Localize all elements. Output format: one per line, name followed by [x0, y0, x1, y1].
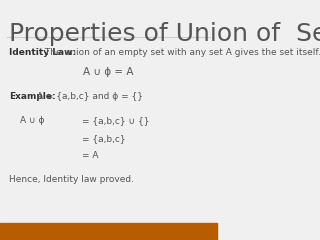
Text: The union of an empty set with any set A gives the set itself.: The union of an empty set with any set A… [42, 48, 320, 57]
Text: = {a,b,c}: = {a,b,c} [82, 134, 126, 144]
Text: = {a,b,c} ∪ {}: = {a,b,c} ∪ {} [82, 116, 150, 125]
Text: Properties of Union of  Sets: Properties of Union of Sets [9, 22, 320, 46]
Bar [0, 223, 217, 240]
Text: Hence, Identity law proved.: Hence, Identity law proved. [9, 175, 134, 184]
Text: = A: = A [82, 151, 99, 160]
Text: A ∪ ϕ: A ∪ ϕ [20, 116, 44, 125]
Text: Identity Law:: Identity Law: [9, 48, 76, 57]
Text: A = {a,b,c} and ϕ = {}: A = {a,b,c} and ϕ = {} [34, 92, 143, 101]
Text: Example:: Example: [9, 92, 55, 101]
Text: A ∪ ϕ = A: A ∪ ϕ = A [83, 67, 134, 77]
